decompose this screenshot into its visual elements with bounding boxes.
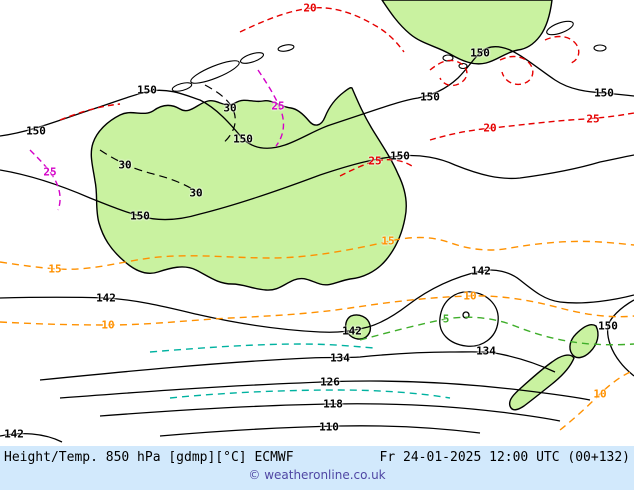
temp-contour-red-scribble-a: [429, 59, 468, 87]
low-center-marker: [462, 311, 470, 319]
small-island: [458, 62, 468, 70]
height-contour-134-closed: [439, 291, 499, 347]
temp-contours-green: [359, 316, 634, 346]
temp-contour-20-east: [429, 112, 634, 141]
temp-contour-25-magenta-b: [29, 149, 61, 211]
temp-contour-cyan-a: [149, 343, 375, 353]
height-contour-150-north: [0, 45, 634, 149]
temp-contour-10-orange: [0, 295, 634, 326]
temp-contours-cyan: [149, 343, 451, 399]
temp-contour-cyan-b: [169, 389, 451, 399]
new-zealand-south-island: [508, 354, 575, 411]
temp-contour-25-magenta-a: [257, 69, 285, 147]
temp-contour-25-east: [339, 158, 413, 177]
temp-contours-orange: [0, 236, 634, 431]
small-island: [239, 52, 265, 64]
weather-map-svg: [0, 0, 634, 443]
height-contour-142: [0, 269, 634, 333]
new-guinea-landmass: [381, 0, 553, 65]
height-contour-118: [99, 403, 561, 422]
temp-contours-black-dashed: [99, 84, 236, 199]
small-island: [277, 44, 295, 52]
height-contour-126: [59, 380, 591, 401]
temp-contour-red-scribble-b: [499, 55, 534, 86]
temp-contour-red-scribble-c: [544, 35, 580, 65]
temp-contour-5-green: [359, 316, 634, 346]
landmasses: [90, 0, 607, 411]
timor-island: [190, 60, 240, 84]
temp-contour-10-orange-southeast: [559, 369, 634, 431]
temp-contours-red: [59, 6, 634, 177]
temp-contour-30-a: [204, 84, 236, 145]
temp-contour-15-orange: [0, 236, 634, 270]
map-area: 150 150 150 150 150 150 150 150 150 142 142 142 142 1…: [0, 0, 634, 443]
temp-contour-30-b: [99, 149, 205, 199]
copyright-text: © weatheronline.co.uk: [248, 468, 386, 482]
height-contour-134: [39, 351, 556, 381]
small-island: [171, 82, 193, 92]
new-britain-island: [546, 20, 574, 36]
chart-datetime: Fr 24-01-2025 12:00 UTC (00+132): [379, 450, 630, 465]
height-contour-142-southwest: [0, 432, 63, 443]
small-island: [593, 44, 607, 52]
height-contour-150-ridge: [0, 154, 634, 221]
height-contour-110: [159, 425, 481, 437]
tasmania-landmass: [344, 314, 372, 340]
footer-bar: Height/Temp. 850 hPa [gdmp][°C] ECMWF Fr…: [0, 446, 634, 490]
footer-text-line: Height/Temp. 850 hPa [gdmp][°C] ECMWF Fr…: [4, 450, 630, 465]
australia-landmass: [90, 87, 407, 291]
temp-contours-magenta: [29, 69, 285, 211]
chart-title: Height/Temp. 850 hPa [gdmp][°C] ECMWF: [4, 450, 294, 465]
temp-contour-20-north: [239, 6, 405, 53]
temp-contour-red-west: [59, 103, 121, 121]
